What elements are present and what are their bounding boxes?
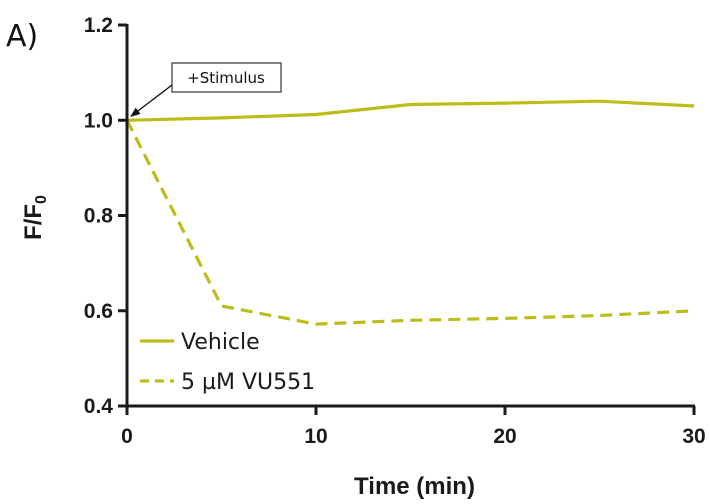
x-tick-label: 0 [121,425,133,448]
y-axis-title-subscript: 0 [33,195,50,204]
series-line-vehicle [126,99,695,122]
y-tick-label: 1.2 [84,14,113,37]
panel-label: A) [6,19,38,54]
x-ticks: 0 10 20 30 [121,406,706,448]
x-tick-label: 20 [493,425,516,448]
y-axis-title-main: F/F [20,204,47,240]
legend: Vehicle 5 µM VU551 [140,330,315,395]
stimulus-label: +Stimulus [187,69,265,87]
y-axis-title: F/F0 [20,195,50,240]
x-tick-label: 30 [682,425,705,448]
y-tick-label: 1.0 [84,109,113,132]
x-tick-label: 10 [304,425,327,448]
series-line-vu551 [125,119,695,326]
stimulus-label-box [171,62,282,93]
stimulus-arrow [130,84,173,117]
x-axis-title: Time (min) [354,473,475,500]
y-tick-label: 0.6 [84,300,113,323]
y-tick-label: 0.8 [84,205,114,228]
legend-label: Vehicle [181,330,260,355]
y-tick-label: 0.4 [84,395,114,418]
stimulus-annotation: +Stimulus [130,62,282,117]
legend-label: 5 µM VU551 [181,370,315,395]
series-layer [125,99,695,326]
y-ticks: 0.4 0.6 0.8 1.0 1.2 [84,14,127,418]
